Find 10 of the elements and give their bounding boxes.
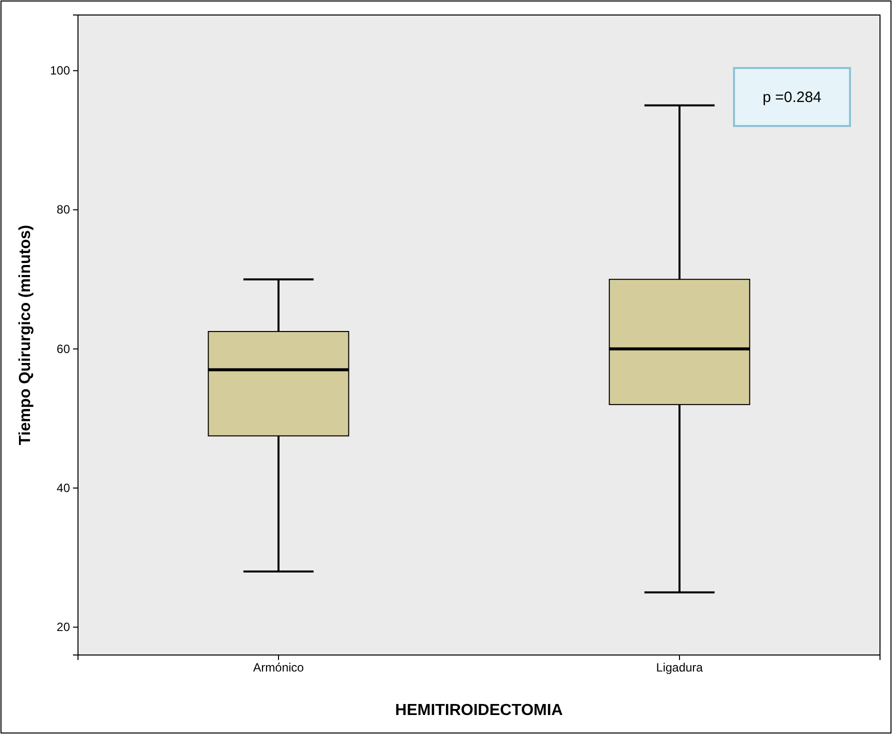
x-tick-label: Ligadura	[656, 660, 704, 675]
y-tick-label: 40	[56, 480, 70, 495]
annotation: p =0.284	[762, 89, 822, 106]
y-tick-label: 80	[56, 202, 70, 217]
y-tick-label: 100	[50, 63, 70, 78]
y-tick-label: 60	[56, 342, 70, 356]
x-tick-label: Armónico	[253, 660, 304, 675]
y-axis-title: Tiempo Quirurgico (minutos)	[17, 224, 34, 446]
y-tick-label: 20	[56, 620, 70, 634]
x-axis-title: HEMITIROIDECTOMIA	[395, 702, 564, 719]
